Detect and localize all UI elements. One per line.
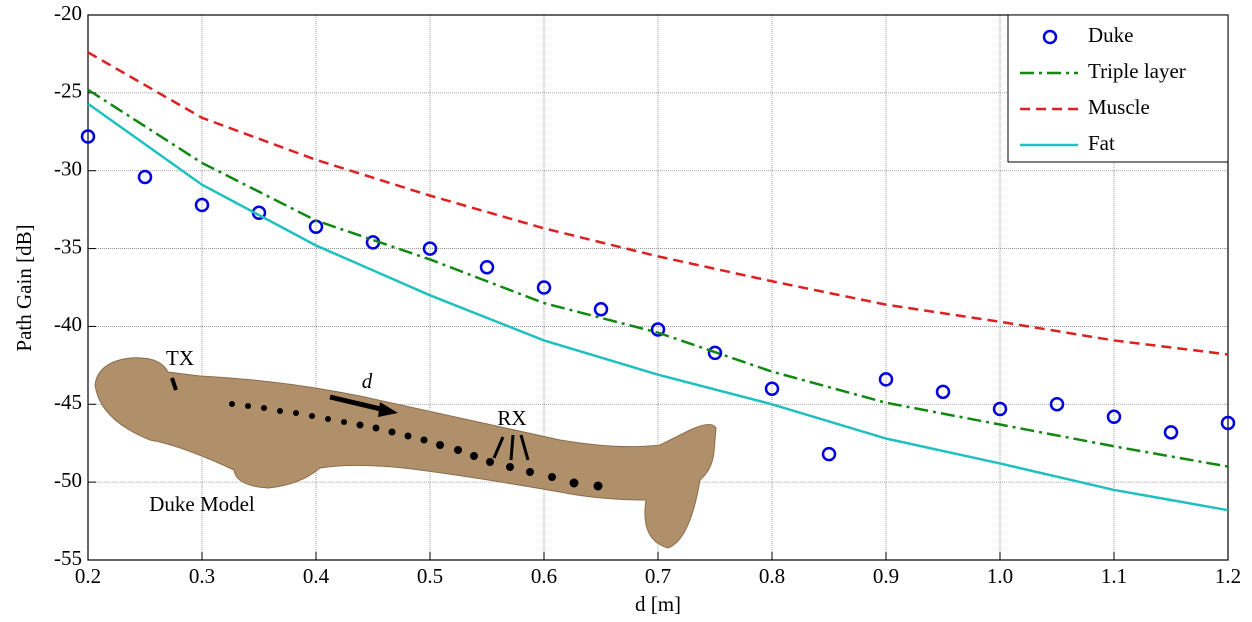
y-tick-label: -55: [54, 546, 82, 570]
data-point: [707, 345, 723, 361]
body-silhouette: [94, 357, 717, 549]
y-tick-label: -20: [54, 1, 82, 25]
data-point: [1163, 425, 1179, 440]
annotation: TX: [166, 346, 194, 370]
y-tick-label: -30: [54, 157, 82, 181]
series-line: [87, 51, 1229, 356]
x-tick-label: 0.2: [75, 564, 101, 588]
y-tick-label: -25: [54, 79, 82, 103]
legend-label: Muscle: [1088, 95, 1150, 119]
data-point: [536, 280, 552, 295]
legend-label: Duke: [1088, 23, 1134, 47]
legend-label: Fat: [1088, 131, 1115, 155]
x-tick-label: 0.3: [189, 564, 215, 588]
x-tick-label: 1.0: [987, 564, 1013, 588]
annotation: RX: [497, 406, 526, 430]
data-point: [308, 219, 324, 235]
data-point: [650, 322, 666, 337]
data-point: [194, 197, 210, 213]
body-dots: [229, 401, 603, 491]
y-tick-label: -40: [54, 312, 82, 336]
y-tick-label: -45: [54, 390, 82, 414]
data-point: [935, 384, 951, 400]
y-tick-label: -35: [54, 234, 82, 258]
data-point: [422, 241, 438, 256]
annotation: Duke Model: [149, 492, 255, 516]
y-axis-label: Path Gain [dB]: [12, 224, 36, 351]
x-tick-label: 1.2: [1215, 564, 1241, 588]
x-axis-label: d [m]: [635, 592, 681, 616]
data-point: [1106, 409, 1122, 424]
annotation: d: [362, 369, 373, 393]
data-point: [992, 401, 1008, 417]
x-tick-label: 0.9: [873, 564, 899, 588]
data-point: [137, 169, 153, 185]
x-tick-label: 0.7: [645, 564, 671, 588]
d-arrow-head: [378, 402, 398, 417]
x-tick-label: 0.8: [759, 564, 785, 588]
plot-frame: [87, 14, 1229, 561]
d-arrow: [329, 394, 386, 413]
rx-arrows: [492, 434, 530, 461]
legend-marker: [1042, 29, 1058, 45]
legend-label: Triple layer: [1088, 59, 1186, 83]
series-line: [87, 102, 1229, 512]
series-line: [87, 88, 1229, 468]
data-point: [764, 381, 780, 396]
data-point: [821, 446, 837, 462]
tx-marker: [170, 377, 178, 391]
x-tick-label: 0.6: [531, 564, 557, 588]
data-point: [1220, 415, 1236, 431]
body-figure: [94, 357, 717, 549]
x-tick-label: 1.1: [1101, 564, 1127, 588]
data-point: [878, 372, 894, 387]
x-tick-label: 0.5: [417, 564, 443, 588]
data-point: [479, 260, 495, 275]
data-point: [1049, 397, 1065, 412]
data-point: [80, 129, 96, 144]
y-tick-label: -50: [54, 468, 82, 492]
x-tick-label: 0.4: [303, 564, 330, 588]
data-point: [593, 302, 609, 317]
